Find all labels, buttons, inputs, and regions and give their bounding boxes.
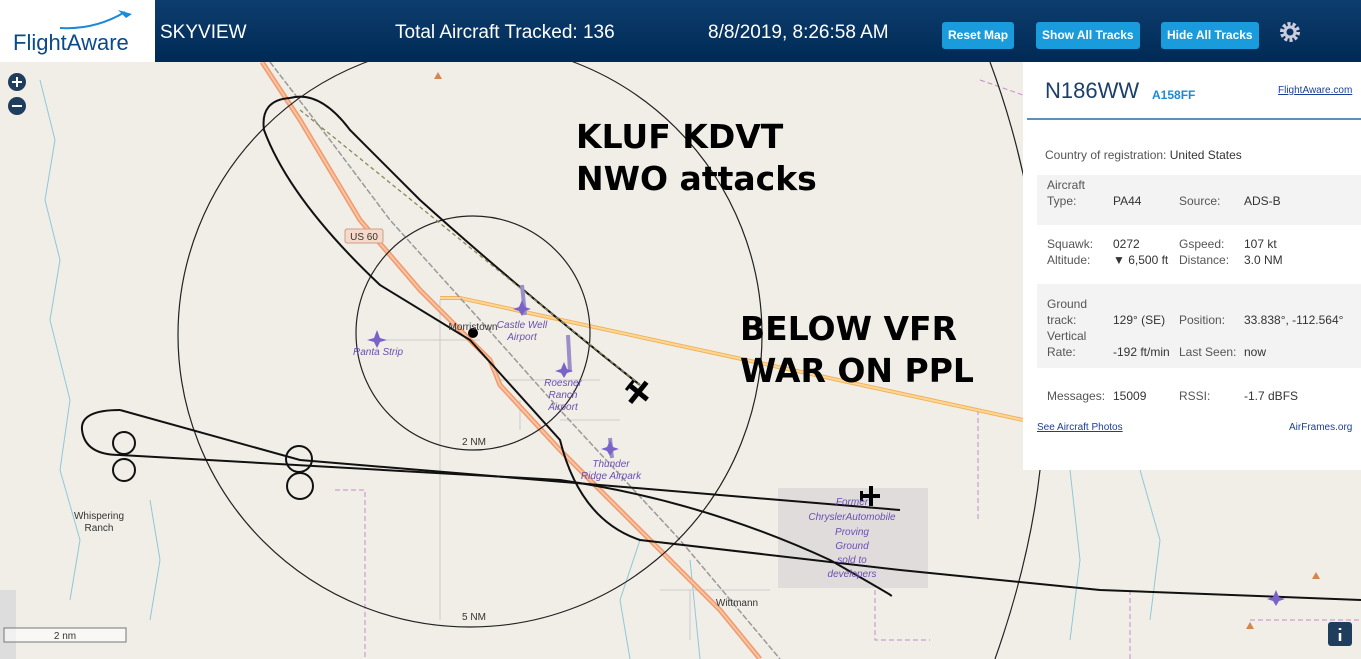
field-label: Altitude: (1047, 253, 1091, 267)
field-value: 33.838°, -112.564° (1244, 313, 1344, 327)
header: FlightAware SKYVIEW Total Aircraft Track… (0, 0, 1361, 62)
aircraft[interactable] (860, 486, 880, 506)
tail-number: N186WW (1045, 78, 1140, 103)
place-label: ChryslerAutomobile (808, 512, 896, 523)
overlay-text: KLUF KDVT (576, 117, 784, 156)
place-label: Former (836, 497, 869, 508)
field-label: Vertical Rate: (1047, 329, 1087, 359)
flight-tracks (80, 95, 1361, 601)
place-label: Ranch (85, 523, 114, 534)
field-label: Source: (1179, 194, 1221, 208)
datetime: 8/8/2019, 8:26:58 AM (708, 22, 889, 43)
field-value: 15009 (1113, 389, 1147, 403)
app-title: SKYVIEW (160, 22, 247, 43)
overlay-text: NWO attacks (576, 159, 817, 198)
range-ring-2nm (355, 215, 591, 451)
place-label: Proving (835, 527, 869, 538)
field-label: RSSI: (1179, 389, 1211, 403)
settings-icon[interactable] (1278, 20, 1302, 44)
field-label: Distance: (1179, 253, 1230, 267)
road-label: US 60 (350, 232, 378, 243)
field-value: 0272 (1113, 237, 1140, 251)
place-label: Airport (547, 402, 579, 413)
place-label: developers (828, 569, 877, 580)
railroad (269, 61, 781, 659)
place-label: Wittmann (716, 598, 758, 609)
field-value: PA44 (1113, 194, 1142, 208)
logo-plane (59, 10, 132, 30)
field-label: Country of registration: (1045, 148, 1167, 162)
field-label: Messages: (1047, 389, 1106, 403)
aircraft-count: Total Aircraft Tracked: 136 (395, 22, 615, 43)
proving-ground-area (778, 488, 928, 588)
field-label: Aircraft Type: (1047, 178, 1086, 208)
highway-303-inner (440, 297, 1024, 421)
peak-icons (434, 72, 1320, 629)
place-label: sold to (837, 555, 867, 566)
logo[interactable]: FlightAware (0, 0, 155, 62)
place-label: Airport (506, 332, 538, 343)
aircraft-panel: N186WW A158FF FlightAware.com Country of… (1023, 62, 1361, 470)
show-tracks-button[interactable]: Show All Tracks (1036, 22, 1140, 49)
airframes-link[interactable]: AirFrames.org (1289, 422, 1353, 433)
streets (380, 300, 770, 640)
ring-label: 2 NM (462, 437, 486, 448)
flightaware-link[interactable]: FlightAware.com (1278, 85, 1353, 96)
field-value: -1.7 dBFS (1244, 389, 1299, 403)
place-label: Ridge Airpark (581, 471, 642, 482)
receiver-location (468, 328, 478, 338)
place-label: Ranch (549, 390, 578, 401)
place-label: Morristown (449, 322, 498, 333)
road-shield (344, 228, 384, 244)
field-label: Squawk: (1047, 237, 1094, 251)
overlay-text: BELOW VFR (740, 309, 957, 348)
scale-bar (3, 627, 127, 643)
field-value: United States (1169, 148, 1242, 162)
field-value: 129° (SE) (1113, 313, 1166, 327)
place-label: Roesner (544, 378, 582, 389)
overlay-text: WAR ON PPL (740, 351, 974, 390)
highway-us60-inner (261, 61, 761, 659)
hide-tracks-button[interactable]: Hide All Tracks (1161, 22, 1259, 49)
field-label: Position: (1179, 313, 1226, 327)
row-band (1037, 175, 1361, 225)
reset-map-button[interactable]: Reset Map (942, 22, 1015, 49)
place-label: Ground (835, 541, 869, 552)
aircraft-selected[interactable] (620, 374, 655, 409)
field-value: 3.0 NM (1244, 253, 1283, 267)
hex-code: A158FF (1152, 88, 1196, 102)
zoom-controls[interactable] (8, 73, 26, 115)
airport-icons (367, 300, 1285, 606)
predicted-track (299, 109, 641, 386)
washes (39, 79, 1161, 659)
ring-label: 5 NM (462, 612, 486, 623)
field-value: ▼ 6,500 ft (1113, 253, 1169, 267)
divider (1027, 118, 1361, 120)
place-label: Thunder (592, 459, 630, 470)
place-label: Whispering (74, 511, 124, 522)
field-value: now (1244, 345, 1267, 359)
photos-link[interactable]: See Aircraft Photos (1037, 422, 1123, 433)
field-label: Last Seen: (1179, 345, 1237, 359)
logo-text: FlightAware (13, 30, 129, 55)
field-label: Gspeed: (1179, 237, 1225, 251)
place-label: Ranta Strip (353, 347, 403, 358)
place-label: Castle Well (497, 320, 548, 331)
field-value: -192 ft/min (1113, 345, 1170, 359)
boundaries (335, 79, 1361, 659)
scroll-edge (0, 590, 16, 659)
row-band (1037, 284, 1361, 368)
field-value: ADS-B (1244, 194, 1281, 208)
field-label: Ground track: (1047, 297, 1088, 327)
scale-label: 2 nm (54, 631, 76, 642)
country: Country of registration: United States (1045, 148, 1242, 162)
field-value: 107 kt (1244, 237, 1277, 251)
